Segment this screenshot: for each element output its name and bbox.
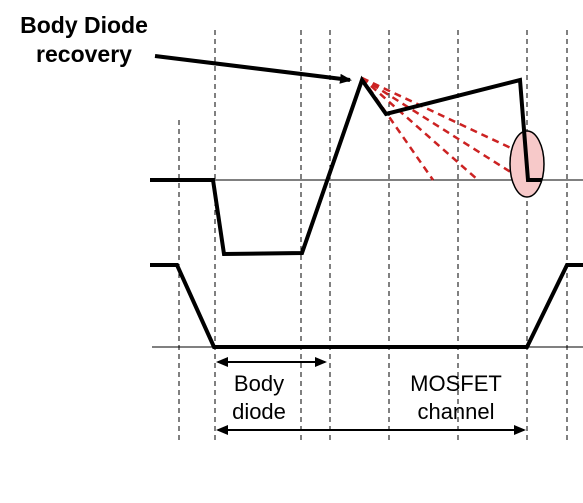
mosfet-channel-label-line-1: MOSFET [410, 371, 502, 396]
annotation-label-line-2: recovery [36, 41, 132, 67]
lower-waveform [150, 263, 583, 349]
body-diode-label-line-1: Body [234, 371, 284, 396]
recovery-dash-line [360, 77, 435, 181]
recovery-dash-line [361, 76, 516, 152]
body-diode-label-line-2: diode [232, 399, 286, 424]
recovery-dash-line [361, 76, 521, 180]
recovery-dash-line [361, 77, 479, 181]
annotation-label-line-1: Body Diode [20, 12, 148, 38]
mosfet-channel-label-line-2: channel [417, 399, 494, 424]
recovery-dashes [360, 76, 521, 181]
upper-waveform [150, 75, 542, 257]
annotation-pointer [154, 54, 352, 84]
